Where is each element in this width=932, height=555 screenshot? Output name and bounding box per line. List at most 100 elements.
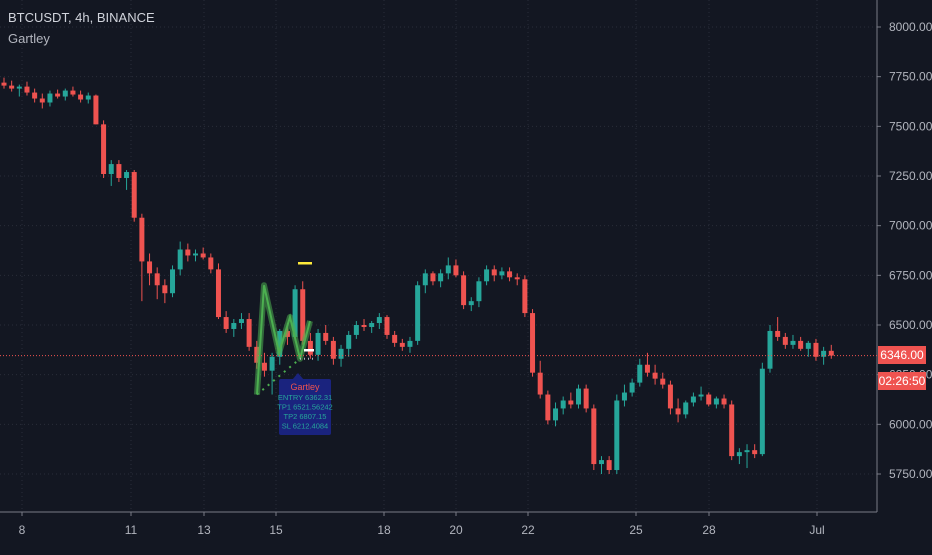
gartley-label-box[interactable]: [279, 379, 331, 435]
candle-body[interactable]: [560, 400, 566, 409]
candle-body[interactable]: [361, 325, 367, 327]
candle-body[interactable]: [323, 332, 329, 341]
candle-body[interactable]: [667, 384, 673, 409]
candle-body[interactable]: [124, 172, 130, 178]
candle-body[interactable]: [9, 85, 15, 89]
candle-body[interactable]: [583, 388, 589, 409]
candle-body[interactable]: [70, 90, 76, 95]
candle-body[interactable]: [522, 279, 528, 314]
indicator-label[interactable]: Gartley: [8, 31, 50, 46]
candle-body[interactable]: [55, 93, 61, 97]
candle-body[interactable]: [269, 356, 275, 371]
candle-body[interactable]: [775, 330, 781, 337]
candle-body[interactable]: [193, 253, 198, 256]
candle-body[interactable]: [453, 265, 459, 276]
candle-body[interactable]: [101, 124, 107, 175]
candle-body[interactable]: [798, 340, 804, 349]
candle-body[interactable]: [499, 271, 505, 276]
candle-body[interactable]: [621, 392, 627, 401]
candle-body[interactable]: [200, 253, 206, 258]
candle-body[interactable]: [476, 281, 482, 302]
candle-body[interactable]: [828, 350, 834, 356]
candle-body[interactable]: [598, 460, 604, 465]
candle-body[interactable]: [93, 95, 99, 125]
candle-body[interactable]: [660, 378, 666, 385]
candle-body[interactable]: [591, 408, 597, 465]
candle-body[interactable]: [461, 275, 467, 306]
candle-body[interactable]: [85, 95, 91, 100]
candle-body[interactable]: [139, 217, 145, 262]
candle-body[interactable]: [407, 340, 413, 347]
candle-body[interactable]: [568, 400, 574, 405]
candle-body[interactable]: [1, 82, 7, 86]
candle-body[interactable]: [438, 273, 444, 282]
candle-body[interactable]: [468, 301, 474, 306]
candle-body[interactable]: [16, 86, 22, 89]
candle-body[interactable]: [614, 400, 620, 471]
candle-body[interactable]: [108, 164, 114, 175]
candle-body[interactable]: [338, 348, 344, 359]
candle-body[interactable]: [215, 269, 221, 318]
candle-body[interactable]: [759, 368, 765, 455]
candle-body[interactable]: [208, 257, 214, 270]
candle-body[interactable]: [713, 398, 719, 405]
candle-body[interactable]: [736, 452, 742, 457]
candle-body[interactable]: [537, 372, 543, 395]
candle-body[interactable]: [307, 340, 313, 355]
candle-body[interactable]: [729, 404, 735, 457]
candle-body[interactable]: [721, 398, 727, 405]
candle-body[interactable]: [353, 325, 359, 335]
candle-body[interactable]: [315, 332, 321, 355]
candle-body[interactable]: [484, 269, 490, 282]
candle-body[interactable]: [530, 313, 536, 373]
candle-body[interactable]: [131, 172, 137, 218]
candle-body[interactable]: [399, 342, 405, 347]
candle-body[interactable]: [32, 92, 38, 99]
candle-body[interactable]: [698, 394, 704, 397]
candle-body[interactable]: [300, 289, 306, 341]
candle-body[interactable]: [683, 402, 689, 415]
candle-body[interactable]: [514, 277, 520, 280]
candle-body[interactable]: [445, 265, 451, 274]
candle-body[interactable]: [767, 330, 773, 369]
candle-body[interactable]: [706, 394, 712, 405]
candle-body[interactable]: [330, 340, 336, 359]
candle-body[interactable]: [415, 285, 421, 341]
candle-body[interactable]: [376, 317, 382, 324]
candle-body[interactable]: [261, 362, 267, 371]
candle-body[interactable]: [154, 273, 160, 286]
candle-body[interactable]: [346, 334, 352, 349]
candle-body[interactable]: [238, 319, 244, 324]
candle-body[interactable]: [392, 334, 398, 343]
candle-body[interactable]: [821, 350, 827, 357]
candle-body[interactable]: [606, 460, 612, 471]
candle-body[interactable]: [813, 342, 819, 357]
candle-body[interactable]: [78, 94, 84, 100]
candle-body[interactable]: [185, 249, 191, 256]
candle-body[interactable]: [422, 273, 428, 286]
candle-body[interactable]: [637, 364, 643, 383]
candle-body[interactable]: [147, 261, 153, 274]
candle-body[interactable]: [629, 382, 635, 393]
candle-body[interactable]: [752, 450, 758, 455]
candle-body[interactable]: [223, 317, 229, 329]
candle-body[interactable]: [644, 364, 650, 373]
candle-body[interactable]: [675, 408, 681, 415]
candle-body[interactable]: [430, 273, 436, 282]
candle-body[interactable]: [507, 271, 513, 278]
candle-body[interactable]: [24, 86, 30, 93]
candle-body[interactable]: [790, 340, 796, 345]
candle-body[interactable]: [805, 342, 811, 349]
candle-body[interactable]: [231, 323, 237, 329]
candle-body[interactable]: [177, 249, 183, 270]
candle-body[interactable]: [384, 317, 390, 335]
candle-body[interactable]: [782, 336, 788, 345]
candle-body[interactable]: [369, 323, 375, 327]
candle-body[interactable]: [47, 93, 53, 103]
candle-body[interactable]: [652, 372, 658, 379]
candle-body[interactable]: [116, 164, 122, 178]
candle-body[interactable]: [545, 394, 551, 421]
candle-body[interactable]: [553, 408, 559, 421]
